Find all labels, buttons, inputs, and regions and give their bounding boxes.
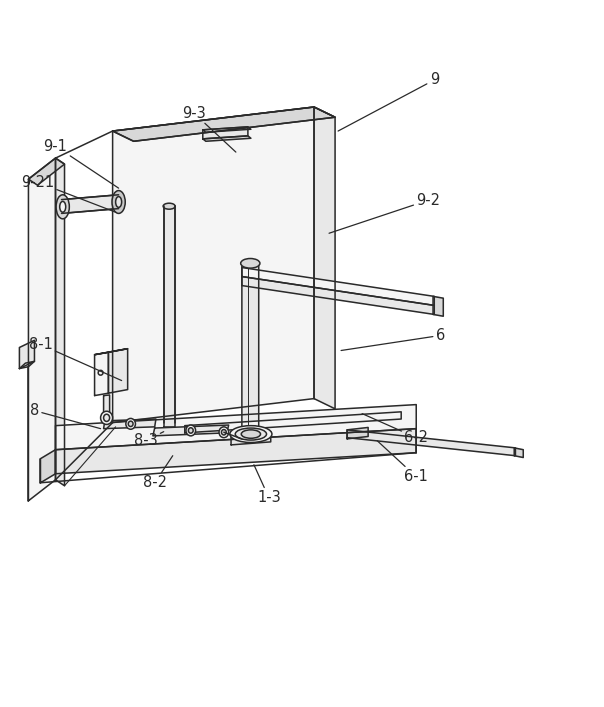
Ellipse shape: [60, 201, 66, 212]
Polygon shape: [514, 448, 523, 457]
Polygon shape: [231, 432, 271, 445]
Text: 9-3: 9-3: [182, 105, 236, 152]
Ellipse shape: [163, 203, 175, 209]
Text: 9: 9: [338, 72, 439, 131]
Polygon shape: [108, 349, 127, 393]
Polygon shape: [433, 296, 443, 316]
Polygon shape: [203, 127, 251, 132]
Text: 6-1: 6-1: [377, 440, 428, 484]
Polygon shape: [40, 450, 56, 483]
Polygon shape: [347, 430, 515, 456]
Ellipse shape: [240, 259, 260, 268]
Ellipse shape: [56, 194, 69, 219]
Polygon shape: [56, 404, 416, 450]
Text: 6: 6: [341, 328, 445, 351]
Text: 9-1: 9-1: [43, 139, 118, 188]
Polygon shape: [62, 194, 118, 214]
Text: 6-2: 6-2: [362, 414, 428, 445]
Text: 9-2: 9-2: [329, 193, 440, 233]
Ellipse shape: [112, 191, 125, 214]
Ellipse shape: [241, 430, 260, 438]
Polygon shape: [19, 340, 34, 368]
Polygon shape: [185, 411, 401, 433]
Text: 1-3: 1-3: [254, 464, 281, 506]
Ellipse shape: [219, 427, 229, 438]
Polygon shape: [56, 158, 65, 486]
Polygon shape: [203, 127, 248, 139]
Polygon shape: [112, 107, 335, 141]
Ellipse shape: [126, 419, 135, 429]
Polygon shape: [95, 352, 108, 396]
Polygon shape: [104, 419, 156, 428]
Polygon shape: [347, 428, 368, 439]
Ellipse shape: [236, 428, 266, 440]
Text: 9-21: 9-21: [21, 175, 115, 212]
Text: 8-2: 8-2: [143, 456, 173, 490]
Ellipse shape: [188, 428, 193, 433]
Ellipse shape: [115, 197, 121, 207]
Text: 8-3: 8-3: [134, 432, 164, 448]
Text: 8-1: 8-1: [28, 337, 121, 380]
Polygon shape: [242, 267, 434, 305]
Polygon shape: [314, 107, 335, 409]
Text: 8: 8: [30, 403, 101, 428]
Polygon shape: [28, 158, 56, 501]
Ellipse shape: [128, 421, 133, 426]
Ellipse shape: [186, 425, 196, 436]
Ellipse shape: [104, 414, 109, 421]
Ellipse shape: [101, 411, 112, 424]
Polygon shape: [153, 425, 229, 436]
Polygon shape: [56, 428, 416, 474]
Polygon shape: [104, 395, 109, 416]
Polygon shape: [203, 136, 251, 141]
Polygon shape: [19, 361, 34, 368]
Ellipse shape: [222, 430, 226, 435]
Ellipse shape: [230, 426, 272, 443]
Polygon shape: [242, 262, 259, 440]
Polygon shape: [164, 206, 175, 427]
Polygon shape: [112, 107, 314, 423]
Polygon shape: [242, 276, 434, 315]
Polygon shape: [95, 349, 127, 355]
Polygon shape: [28, 158, 65, 185]
Polygon shape: [112, 107, 335, 141]
